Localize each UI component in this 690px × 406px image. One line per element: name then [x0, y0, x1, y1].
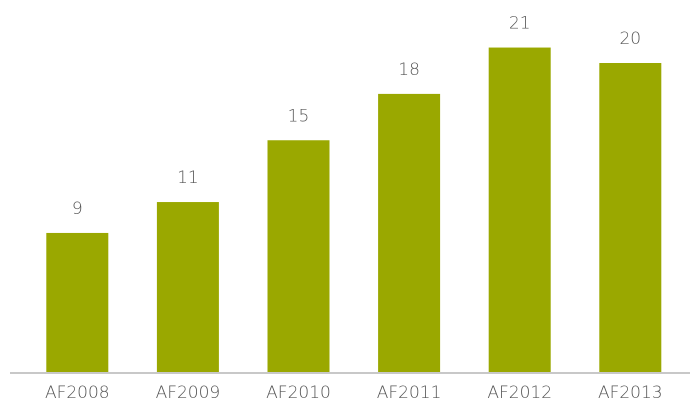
- bar: [378, 93, 441, 373]
- x-tick-label: AF2012: [487, 383, 552, 403]
- bar: [46, 232, 109, 372]
- bar: [488, 47, 551, 373]
- value-label: 20: [619, 29, 641, 49]
- bar: [156, 202, 219, 372]
- bar: [267, 140, 330, 372]
- value-label: 21: [509, 14, 531, 34]
- bar: [599, 63, 662, 372]
- value-label: 11: [177, 168, 199, 188]
- x-tick-label: AF2009: [156, 383, 221, 403]
- x-tick-label: AF2013: [598, 383, 663, 403]
- x-tick-label: AF2008: [45, 383, 110, 403]
- value-label: 18: [398, 60, 420, 80]
- value-label: 15: [288, 106, 310, 126]
- value-label: 9: [72, 199, 83, 219]
- x-tick-label: AF2010: [266, 383, 331, 403]
- x-tick-label: AF2011: [377, 383, 442, 403]
